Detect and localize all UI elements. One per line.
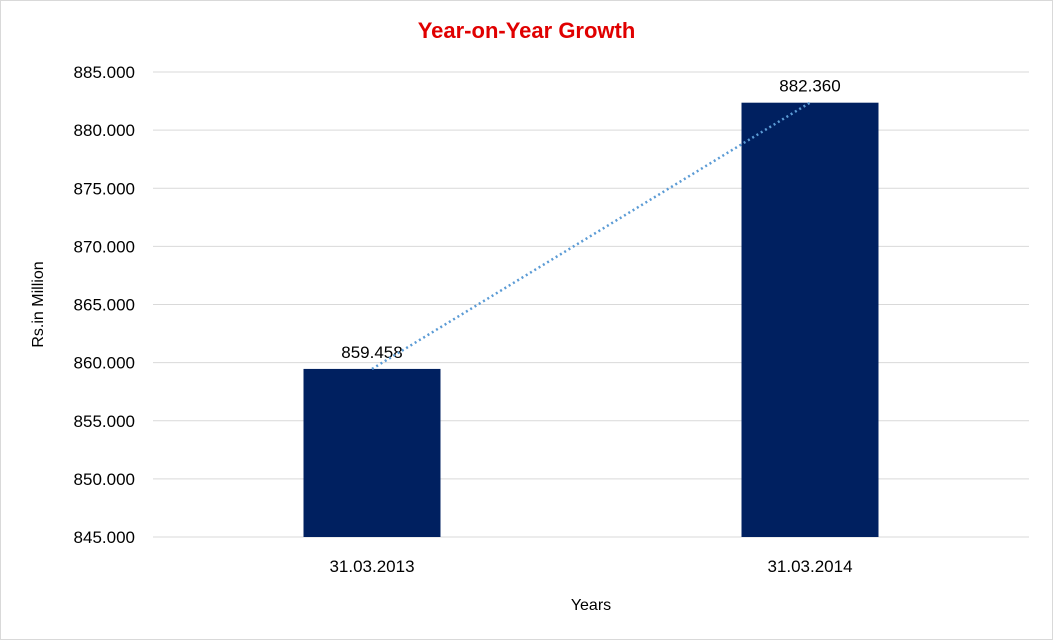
y-tick-label: 880.000	[74, 121, 135, 140]
x-tick-label: 31.03.2013	[329, 557, 414, 576]
y-tick-label: 865.000	[74, 296, 135, 315]
y-tick-label: 875.000	[74, 179, 135, 198]
data-label: 882.360	[779, 77, 840, 96]
y-tick-label: 870.000	[74, 237, 135, 256]
x-axis-title: Years	[571, 597, 611, 614]
bar	[741, 102, 879, 537]
x-tick-label: 31.03.2014	[767, 557, 852, 576]
y-tick-label: 845.000	[74, 528, 135, 547]
trendline	[371, 101, 811, 370]
data-label: 859.458	[341, 343, 402, 362]
chart-title: Year-on-Year Growth	[417, 18, 636, 43]
y-axis-title: Rs.in Million	[30, 261, 47, 347]
bar	[303, 368, 441, 537]
y-tick-label: 885.000	[74, 63, 135, 82]
y-tick-label: 850.000	[74, 470, 135, 489]
y-tick-label: 860.000	[74, 354, 135, 373]
y-tick-label: 855.000	[74, 412, 135, 431]
